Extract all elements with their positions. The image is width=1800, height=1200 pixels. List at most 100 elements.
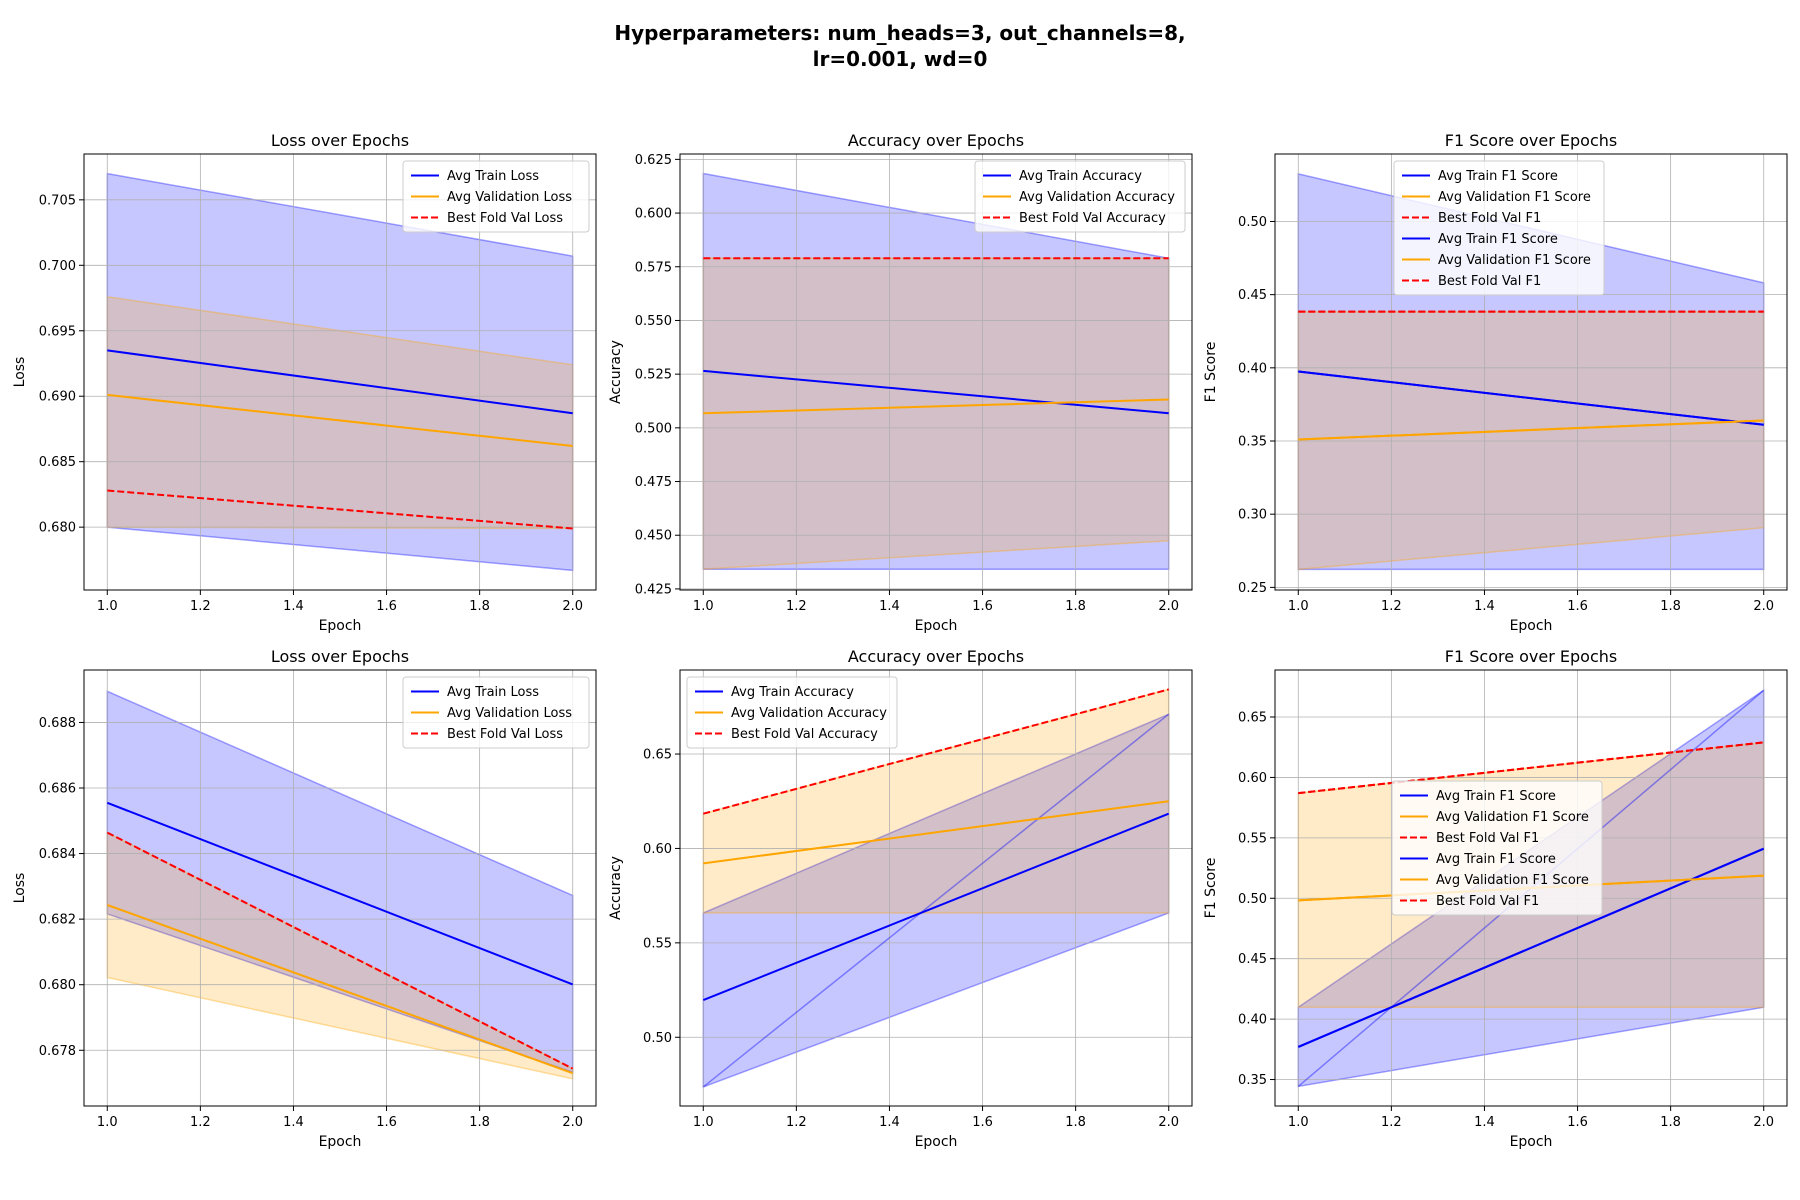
y-axis-label: Accuracy bbox=[608, 340, 624, 404]
x-tick-label: 1.2 bbox=[190, 599, 211, 614]
x-axis-label: Epoch bbox=[319, 618, 362, 634]
x-tick-label: 1.8 bbox=[1065, 599, 1086, 614]
x-tick-label: 1.2 bbox=[786, 1115, 807, 1130]
y-axis-label: Loss bbox=[12, 357, 28, 388]
subplot-2: 1.0 1.2 1.4 1.6 1.8 2.0 0.425 0.450 0.475 0.500 0.… bbox=[608, 131, 1193, 634]
x-tick-label: 1.8 bbox=[469, 1115, 490, 1130]
x-tick-label: 1.8 bbox=[1065, 1115, 1086, 1130]
y-tick-label: 0.50 bbox=[1238, 892, 1267, 907]
y-tick-label: 0.680 bbox=[39, 978, 76, 993]
x-tick-label: 2.0 bbox=[562, 1115, 583, 1130]
figure-title-line-2: lr=0.001, wd=0 bbox=[812, 47, 988, 71]
y-tick-label: 0.40 bbox=[1238, 361, 1267, 376]
axes-frame bbox=[679, 669, 1193, 1107]
x-tick-label: 1.2 bbox=[1381, 599, 1402, 614]
figure-title: Hyperparameters: num_heads=3, out_channe… bbox=[0, 20, 1800, 72]
x-tick-label: 2.0 bbox=[1158, 599, 1179, 614]
subplot-6: 1.0 1.2 1.4 1.6 1.8 2.0 0.35 0.40 0.45 0.50 0.55 0.… bbox=[1203, 647, 1788, 1150]
y-tick-label: 0.25 bbox=[1238, 581, 1267, 596]
subplot-4: 1.0 1.2 1.4 1.6 1.8 2.0 0.678 0.680 0.682 0.684 0.… bbox=[12, 647, 597, 1150]
legend-entry-label: Avg Validation Loss bbox=[447, 190, 572, 205]
x-axis-label: Epoch bbox=[319, 1134, 362, 1150]
y-tick-label: 0.35 bbox=[1238, 1073, 1267, 1088]
x-tick-label: 1.6 bbox=[1567, 599, 1588, 614]
legend-entry-label: Avg Train Loss bbox=[447, 169, 539, 184]
band-edge-line bbox=[702, 713, 1170, 1088]
x-tick-label: 1.8 bbox=[1660, 599, 1681, 614]
x-tick-label: 2.0 bbox=[1158, 1115, 1179, 1130]
series-line-2 bbox=[703, 800, 1169, 865]
axes-frame bbox=[1274, 153, 1788, 591]
legend-entry-label: Best Fold Val F1 bbox=[1438, 274, 1541, 289]
legend: Avg Train Accuracy Avg Validation Accurac… bbox=[974, 160, 1186, 233]
y-tick-label: 0.30 bbox=[1238, 508, 1267, 523]
legend-box bbox=[1391, 780, 1603, 916]
legend-entry-label: Avg Validation Accuracy bbox=[1019, 190, 1175, 205]
axes-frame bbox=[1274, 669, 1788, 1107]
figure-title-line-1: Hyperparameters: num_heads=3, out_channe… bbox=[614, 21, 1186, 45]
y-tick-label: 0.50 bbox=[1238, 215, 1267, 230]
y-axis-label: Loss bbox=[12, 873, 28, 904]
legend: Avg Train F1 Score Avg Validation F1 Scor… bbox=[1393, 160, 1605, 296]
axes-frame bbox=[83, 669, 597, 1107]
x-tick-label: 1.4 bbox=[1474, 599, 1495, 614]
y-axis-label: F1 Score bbox=[1203, 342, 1219, 403]
legend-entry-label: Best Fold Val F1 bbox=[1438, 211, 1541, 226]
legend-entry-label: Avg Validation F1 Score bbox=[1436, 873, 1589, 888]
legend-entry-label: Avg Train F1 Score bbox=[1436, 789, 1556, 804]
legend-entry-label: Avg Train Accuracy bbox=[1019, 169, 1142, 184]
legend-entry-label: Best Fold Val F1 bbox=[1436, 894, 1539, 909]
legend-entry-label: Best Fold Val Accuracy bbox=[731, 727, 878, 742]
plot-content bbox=[680, 154, 1192, 590]
y-tick-label: 0.686 bbox=[39, 782, 76, 797]
y-axis-label: Accuracy bbox=[608, 856, 624, 920]
y-tick-label: 0.700 bbox=[39, 259, 76, 274]
subplot-1: 1.0 1.2 1.4 1.6 1.8 2.0 0.680 0.685 0.690 0.695 0.… bbox=[12, 131, 597, 634]
legend-entry-label: Avg Validation F1 Score bbox=[1438, 190, 1591, 205]
x-tick-label: 1.0 bbox=[693, 599, 714, 614]
x-tick-label: 1.6 bbox=[376, 1115, 397, 1130]
confidence-band-validation bbox=[1297, 310, 1765, 571]
legend-entry-label: Best Fold Val Accuracy bbox=[1019, 211, 1166, 226]
y-tick-label: 0.690 bbox=[39, 390, 76, 405]
series-line-3 bbox=[107, 489, 573, 530]
x-axis-label: Epoch bbox=[915, 618, 958, 634]
y-tick-label: 0.688 bbox=[39, 716, 76, 731]
x-tick-label: 1.8 bbox=[469, 599, 490, 614]
y-tick-label: 0.65 bbox=[1238, 711, 1267, 726]
legend-entry-label: Avg Validation F1 Score bbox=[1438, 253, 1591, 268]
y-tick-label: 0.55 bbox=[1238, 831, 1267, 846]
series-line-5 bbox=[1298, 419, 1764, 441]
y-tick-label: 0.475 bbox=[635, 475, 672, 490]
axes-frame bbox=[83, 153, 597, 591]
series-line-2 bbox=[106, 904, 574, 1075]
series-line-3 bbox=[703, 688, 1169, 815]
y-tick-label: 0.450 bbox=[635, 529, 672, 544]
x-tick-label: 1.4 bbox=[879, 1115, 900, 1130]
x-tick-label: 1.4 bbox=[283, 1115, 304, 1130]
x-tick-label: 2.0 bbox=[1753, 1115, 1774, 1130]
legend-entry-label: Avg Validation Loss bbox=[447, 706, 572, 721]
legend-entry-label: Avg Validation Accuracy bbox=[731, 706, 887, 721]
subplot-5: 1.0 1.2 1.4 1.6 1.8 2.0 0.50 0.55 0.60 0.65 Accura… bbox=[608, 647, 1193, 1150]
x-tick-label: 1.6 bbox=[972, 599, 993, 614]
x-tick-label: 1.8 bbox=[1660, 1115, 1681, 1130]
x-tick-label: 2.0 bbox=[1753, 599, 1774, 614]
y-tick-label: 0.500 bbox=[635, 421, 672, 436]
y-tick-label: 0.685 bbox=[39, 455, 76, 470]
x-tick-label: 1.6 bbox=[1567, 1115, 1588, 1130]
x-tick-label: 1.6 bbox=[376, 599, 397, 614]
x-tick-label: 1.4 bbox=[283, 599, 304, 614]
legend-entry-label: Avg Validation F1 Score bbox=[1436, 810, 1589, 825]
y-tick-label: 0.680 bbox=[39, 521, 76, 536]
y-tick-label: 0.684 bbox=[39, 847, 76, 862]
y-tick-label: 0.50 bbox=[643, 1031, 672, 1046]
legend: Avg Train F1 Score Avg Validation F1 Scor… bbox=[1391, 780, 1603, 916]
x-tick-label: 1.0 bbox=[97, 599, 118, 614]
legend-entry-label: Best Fold Val F1 bbox=[1436, 831, 1539, 846]
subplot-title: F1 Score over Epochs bbox=[1445, 647, 1617, 666]
series-line-3 bbox=[106, 831, 574, 1070]
subplot-title: Accuracy over Epochs bbox=[848, 131, 1024, 150]
x-tick-label: 1.4 bbox=[879, 599, 900, 614]
